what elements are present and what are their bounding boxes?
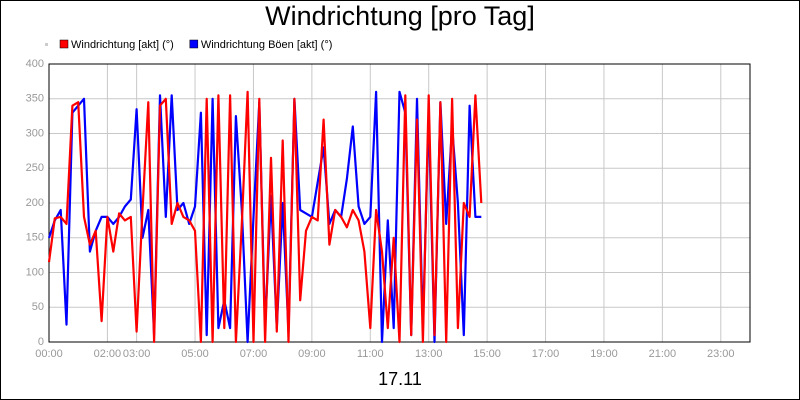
x-tick-label: 21:00	[649, 348, 677, 360]
chart-title: Windrichtung [pro Tag]	[265, 1, 535, 31]
x-tick-label: 02:00	[94, 348, 122, 360]
x-tick-label: 09:00	[298, 348, 326, 360]
y-tick-label: 200	[26, 197, 44, 209]
legend-swatch	[59, 39, 69, 49]
x-tick-label: 11:00	[357, 348, 384, 360]
x-tick-label: 00:00	[35, 348, 63, 360]
x-tick-label: 15:00	[473, 348, 501, 360]
y-tick-label: 50	[32, 301, 44, 313]
data-line	[47, 90, 483, 344]
x-tick-label: 17:00	[532, 348, 560, 360]
x-tick-label: 03:00	[123, 348, 151, 360]
x-tick-label: 19:00	[590, 348, 618, 360]
y-tick-label: 400	[26, 58, 44, 70]
legend-label: Windrichtung Böen [akt] (°)	[201, 39, 333, 51]
x-axis-label: 17.11	[378, 369, 422, 389]
x-tick-label: 13:00	[415, 348, 443, 360]
x-tick-label: 05:00	[181, 348, 209, 360]
x-tick-label: 23:00	[707, 348, 735, 360]
legend-icon	[45, 43, 48, 46]
y-tick-label: 150	[26, 232, 44, 244]
y-tick-label: 0	[38, 336, 44, 348]
x-tick-label: 07:00	[240, 348, 268, 360]
y-tick-label: 100	[26, 266, 44, 278]
y-tick-label: 250	[26, 162, 44, 174]
y-tick-label: 300	[26, 127, 44, 139]
y-tick-label: 350	[26, 93, 44, 105]
legend-swatch	[189, 39, 199, 49]
legend-label: Windrichtung [akt] (°)	[71, 39, 174, 51]
